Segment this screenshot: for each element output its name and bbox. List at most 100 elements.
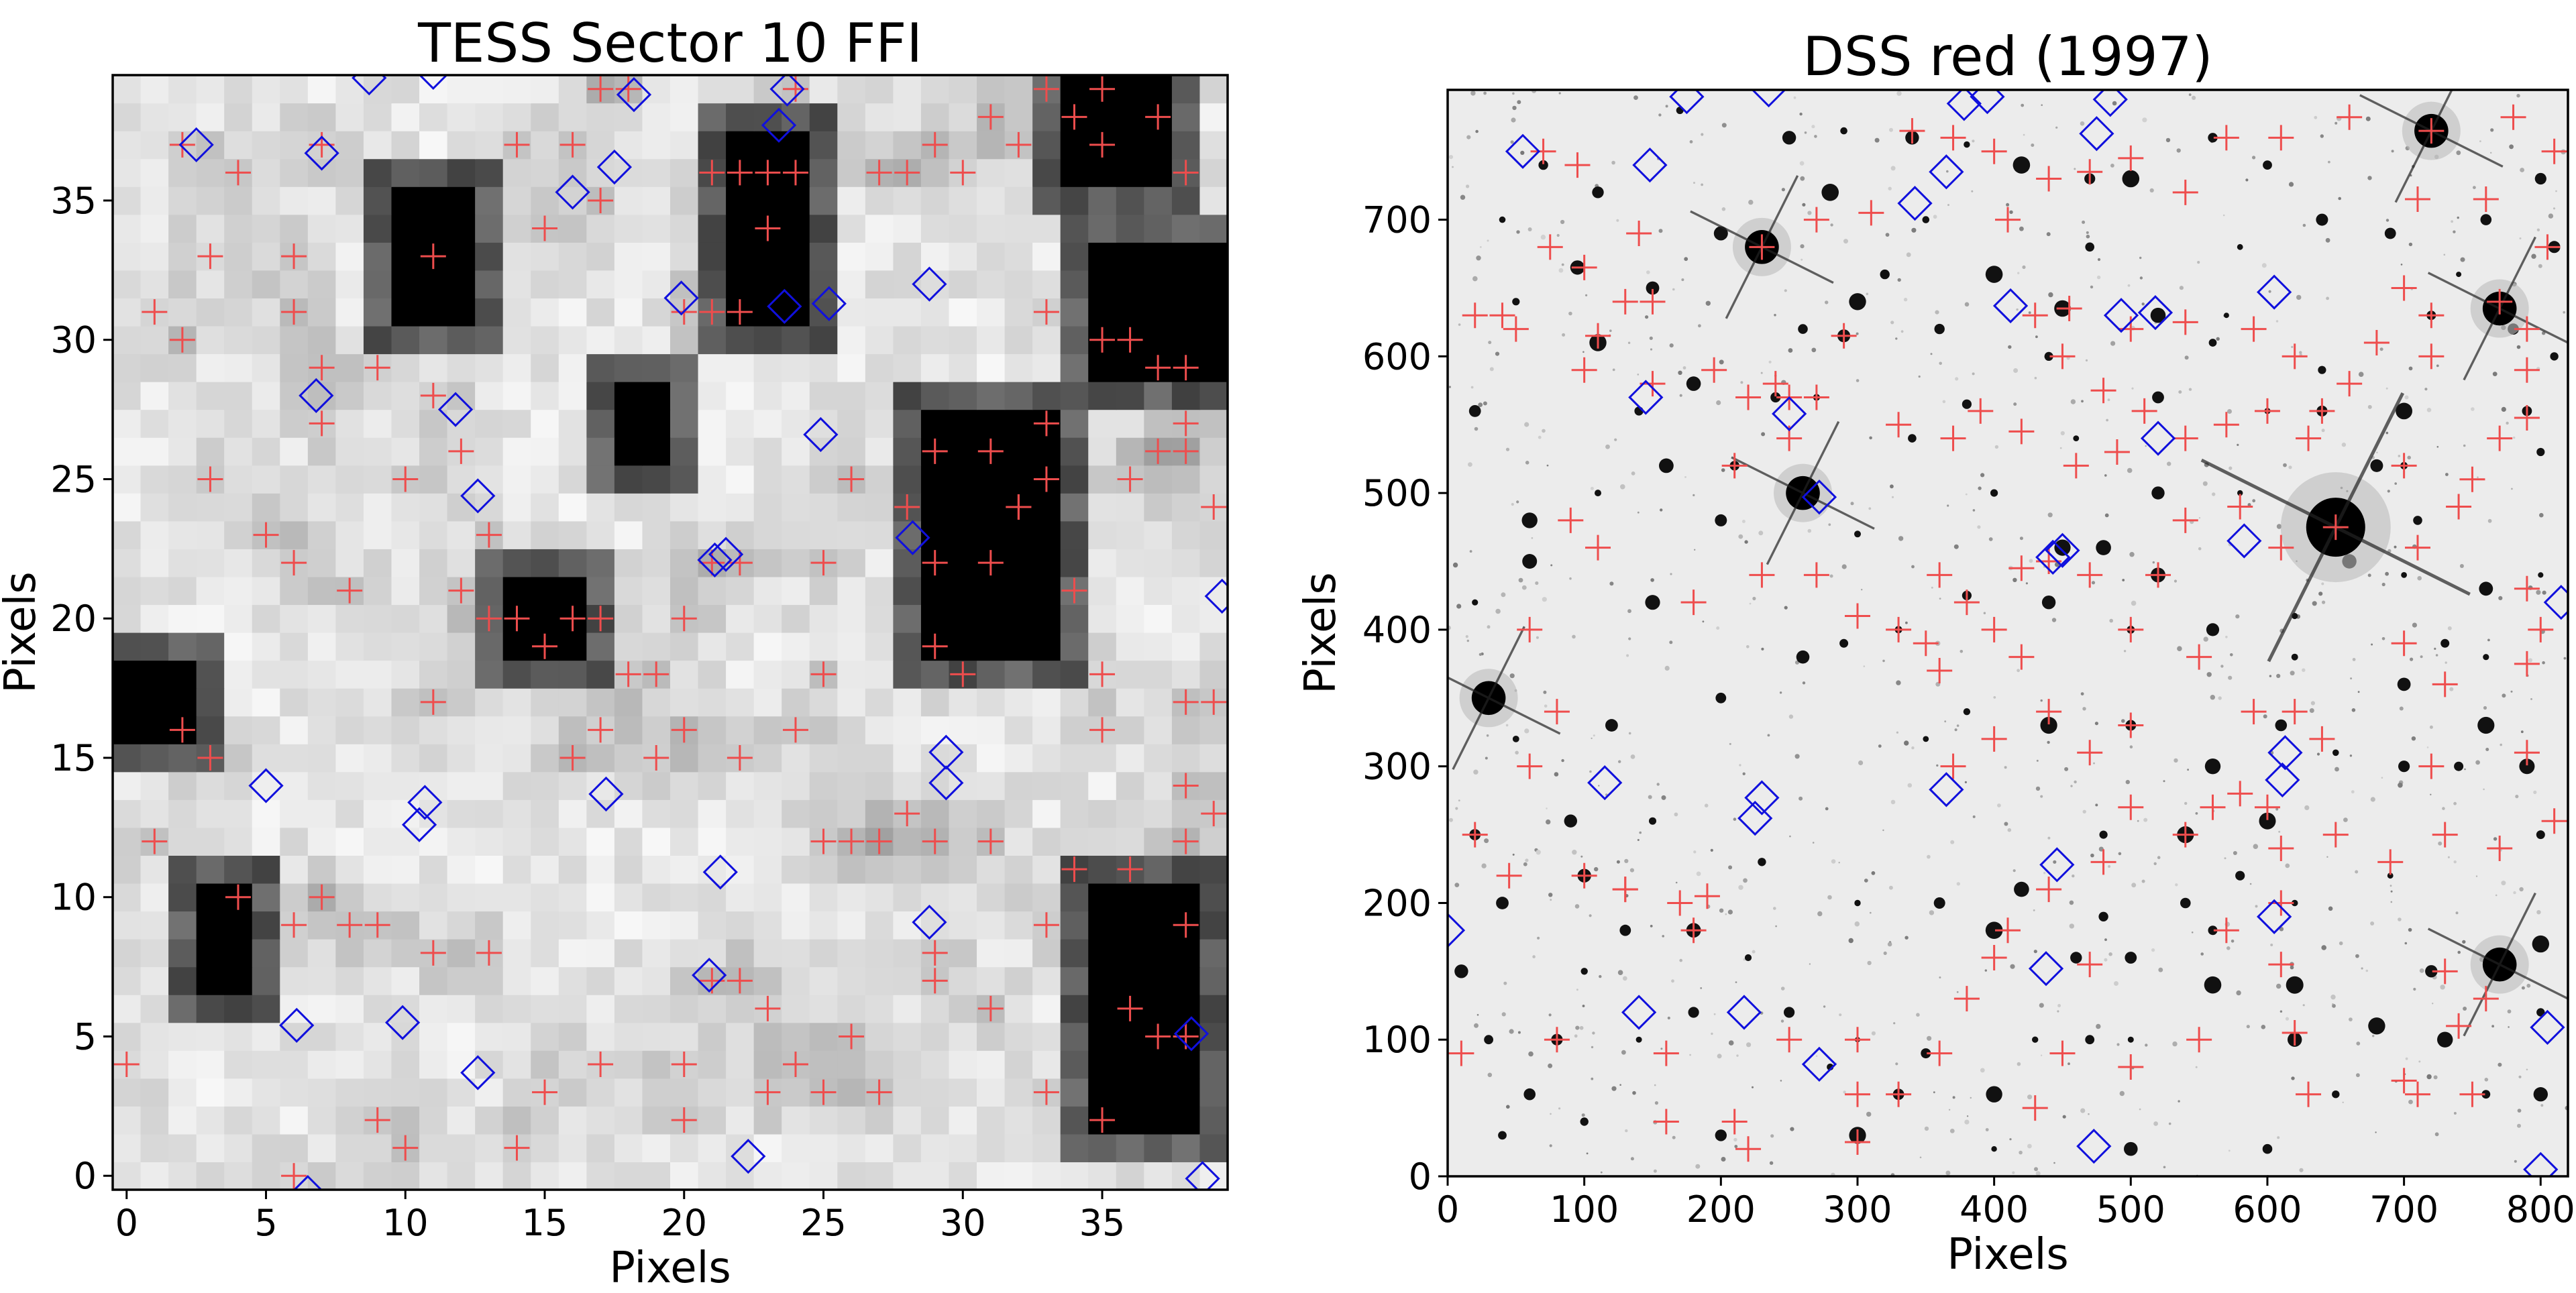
tess-pixel: [196, 576, 225, 606]
dss-plus-marker: [1558, 507, 1584, 533]
dss-star: [2401, 572, 2408, 578]
tess-pixel: [531, 75, 559, 104]
tess-pixel: [837, 576, 866, 606]
tess-pixel: [1088, 465, 1117, 494]
tess-pixel: [140, 493, 169, 522]
dss-faint-star: [1506, 1105, 1510, 1109]
dss-faint-star: [1907, 783, 1913, 788]
dss-faint-star: [1768, 360, 1772, 363]
tess-pixel: [865, 1050, 894, 1079]
tess-pixel: [419, 855, 448, 884]
dss-faint-star: [2191, 932, 2194, 934]
tess-pixel: [698, 1078, 727, 1107]
dss-faint-star: [1954, 728, 1957, 732]
tess-plus-marker: [337, 577, 363, 604]
tess-pixel: [447, 493, 476, 522]
dss-diamond-marker: [2045, 532, 2080, 568]
dss-plus-marker: [1667, 890, 1693, 916]
tess-pixel: [614, 576, 643, 606]
tess-pixel: [670, 158, 699, 187]
tess-pixel: [391, 493, 420, 522]
dss-faint-star: [2453, 860, 2457, 864]
tess-pixel: [614, 1106, 643, 1135]
tess-pixel: [113, 1078, 142, 1107]
dss-faint-star: [2432, 1003, 2434, 1005]
tess-pixel: [502, 1050, 531, 1079]
dss-faint-star: [2253, 844, 2259, 849]
tess-pixel: [642, 382, 671, 410]
dss-faint-star: [1918, 375, 1921, 378]
tess-pixel: [782, 966, 810, 995]
tess-pixel: [1199, 353, 1228, 382]
tess-plus-marker: [197, 466, 223, 492]
dss-faint-star: [2410, 657, 2414, 661]
tess-pixel: [335, 465, 364, 494]
tess-pixel: [726, 520, 755, 549]
tess-pixel: [865, 382, 894, 410]
dss-faint-star: [2514, 1160, 2517, 1163]
dss-plus-marker: [2036, 699, 2062, 725]
dss-faint-star: [1569, 577, 1572, 580]
dss-plus-marker: [2118, 145, 2144, 171]
tess-pixel: [196, 1133, 225, 1163]
dss-faint-star: [2367, 573, 2371, 577]
tess-pixel: [670, 744, 699, 773]
dss-x-tick-label: 400: [1960, 1188, 2029, 1231]
dss-faint-star: [2398, 917, 2402, 921]
tess-pixel: [1171, 660, 1201, 689]
dss-faint-star: [1487, 625, 1491, 629]
dss-faint-star: [2047, 740, 2050, 744]
dss-faint-star: [2110, 341, 2116, 346]
dss-faint-star: [2400, 264, 2403, 266]
tess-pixel: [419, 1022, 448, 1051]
tess-pixel: [1116, 493, 1144, 522]
tess-pixel: [419, 827, 448, 856]
tess-pixel: [1032, 744, 1061, 773]
tess-pixel: [893, 549, 922, 577]
tess-pixel: [1144, 270, 1173, 298]
dss-faint-star: [1698, 324, 1701, 328]
tess-pixel: [1116, 382, 1144, 410]
dss-plus-marker: [2514, 740, 2540, 766]
tess-pixel: [920, 103, 950, 131]
tess-pixel: [614, 1050, 643, 1079]
tess-pixel: [391, 966, 420, 995]
tess-pixel: [1144, 1133, 1173, 1163]
tess-diamond-marker: [928, 765, 964, 801]
tess-plus-marker: [727, 160, 753, 186]
tess-pixel: [1004, 688, 1033, 717]
dss-faint-star: [2069, 900, 2074, 905]
dss-faint-star: [1637, 839, 1640, 841]
dss-faint-star: [2114, 981, 2118, 986]
tess-pixel: [391, 298, 420, 327]
dss-faint-star: [2376, 451, 2378, 453]
tess-pixel: [1004, 520, 1033, 549]
dss-faint-star: [1645, 315, 1649, 319]
tess-pixel: [475, 465, 504, 494]
dss-diffraction-spike: [1448, 626, 1561, 771]
dss-faint-star: [2349, 754, 2353, 757]
tess-plus-marker: [253, 522, 279, 548]
dss-faint-star: [1617, 970, 1623, 975]
tess-pixel: [809, 688, 838, 717]
tess-pixel: [753, 660, 782, 689]
tess-pixel: [558, 1078, 587, 1107]
dss-faint-star: [2341, 442, 2347, 447]
dss-x-tick-label: 600: [2233, 1188, 2302, 1231]
dss-faint-star: [2163, 780, 2165, 783]
tess-pixel: [363, 1050, 392, 1079]
tess-pixel: [1116, 1078, 1144, 1107]
tess-pixel: [502, 660, 531, 689]
dss-faint-star: [1516, 230, 1520, 234]
tess-pixel: [920, 75, 950, 104]
tess-pixel: [307, 1050, 336, 1079]
dss-faint-star: [1784, 606, 1788, 610]
dss-faint-star: [1927, 854, 1931, 859]
tess-pixel: [447, 131, 476, 160]
dss-faint-star: [1729, 742, 1731, 745]
tess-pixel: [335, 325, 364, 355]
tess-pixel: [809, 325, 838, 355]
tess-pixel: [1199, 1078, 1228, 1107]
tess-pixel: [642, 520, 671, 549]
tess-plus-marker: [1117, 327, 1143, 353]
